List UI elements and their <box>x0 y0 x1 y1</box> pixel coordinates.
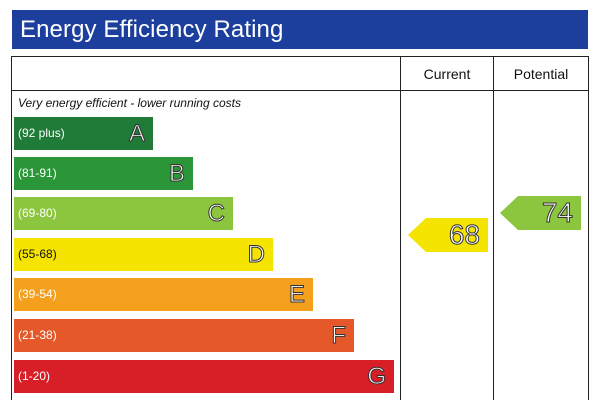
band-letter: D <box>247 241 265 269</box>
band-range: (81-91) <box>18 166 57 180</box>
efficiency-subtitle: Very energy efficient - lower running co… <box>18 96 241 110</box>
band-range: (21-38) <box>18 328 57 342</box>
band-letter: E <box>288 281 305 309</box>
band-letter: B <box>168 160 185 188</box>
column-header-potential: Potential <box>513 66 569 82</box>
band-f: (21-38) F <box>14 319 354 352</box>
rating-table <box>11 56 589 400</box>
potential-rating-arrow: 74 <box>500 196 581 230</box>
band-letter: C <box>207 200 225 228</box>
column-divider-current <box>400 56 401 400</box>
potential-rating-value: 74 <box>541 197 573 229</box>
band-letter: A <box>128 120 145 148</box>
header-divider <box>11 90 589 91</box>
band-e: (39-54) E <box>14 278 313 311</box>
band-range: (69-80) <box>18 206 57 220</box>
band-letter: G <box>367 363 387 391</box>
current-rating-value: 68 <box>448 219 480 251</box>
band-a: (92 plus) A <box>14 117 153 150</box>
band-d: (55-68) D <box>14 238 273 271</box>
current-rating-arrow: 68 <box>408 218 488 252</box>
band-b: (81-91) B <box>14 157 193 190</box>
band-range: (39-54) <box>18 287 57 301</box>
band-g: (1-20) G <box>14 360 394 393</box>
band-range: (55-68) <box>18 247 57 261</box>
column-header-current: Current <box>423 66 471 82</box>
band-range: (92 plus) <box>18 126 65 140</box>
band-c: (69-80) C <box>14 197 233 230</box>
band-range: (1-20) <box>18 369 51 383</box>
page-title: Energy Efficiency Rating <box>12 10 588 49</box>
column-divider-potential <box>493 56 494 400</box>
band-letter: F <box>331 322 347 350</box>
